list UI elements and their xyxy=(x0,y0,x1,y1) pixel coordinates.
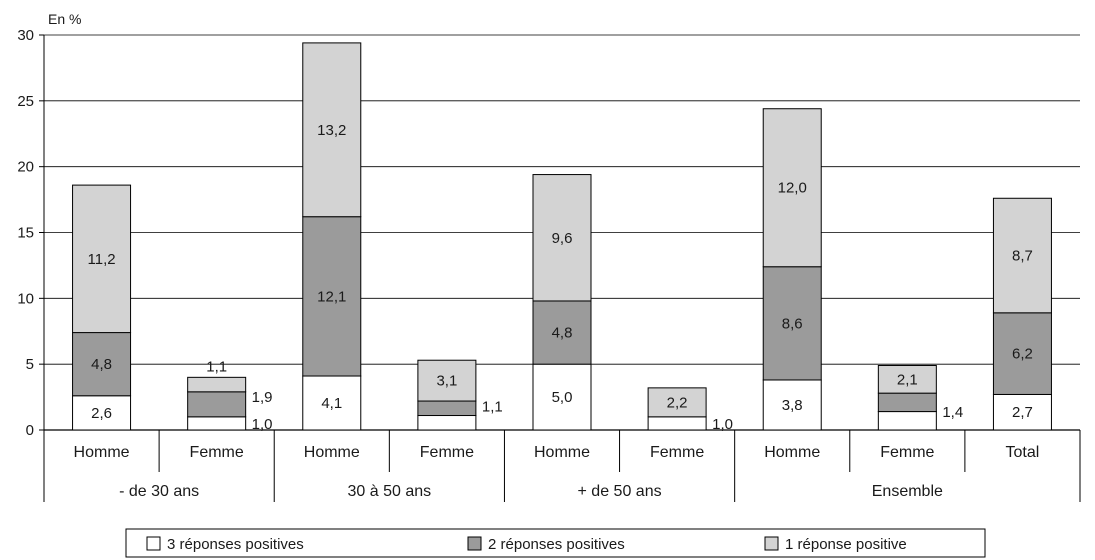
x-tick-label: Homme xyxy=(534,444,590,461)
bar-segment xyxy=(992,312,1052,395)
data-label: 1,1 xyxy=(482,399,503,416)
group-label: - de 30 ans xyxy=(119,483,199,500)
bar-segment xyxy=(302,216,362,377)
bar-segment xyxy=(72,332,132,397)
data-label: 4,1 xyxy=(321,395,342,412)
data-label: 2,6 xyxy=(91,405,112,422)
data-label: 8,6 xyxy=(782,315,803,332)
data-label: 2,7 xyxy=(1012,404,1033,421)
bars: 2,6 4,8 11,2 1,0 1,9 1,1 4,1 12,1 13,2 1,1 3,1 5,0 4… xyxy=(72,42,1052,433)
bar-segment xyxy=(877,364,937,394)
group-label: + de 50 ans xyxy=(578,483,662,500)
data-label: 8,7 xyxy=(1012,248,1033,265)
bar-segment xyxy=(992,393,1052,431)
data-label: 2,1 xyxy=(897,371,918,388)
bar-segment xyxy=(647,387,707,418)
x-axis: Homme Femme Homme Femme Homme Femme Homme Femme… xyxy=(43,430,1081,502)
legend-swatch xyxy=(467,536,482,551)
legend-swatch xyxy=(146,536,161,551)
legend-label: 3 réponses positives xyxy=(167,536,304,553)
legend-box xyxy=(125,528,986,558)
data-label: 1,9 xyxy=(252,389,273,406)
bar-segment xyxy=(187,416,247,431)
y-tick-label: 15 xyxy=(17,225,34,242)
data-label: 1,4 xyxy=(942,404,963,421)
data-label: 6,2 xyxy=(1012,346,1033,363)
x-tick-label: Homme xyxy=(304,444,360,461)
x-tick-label: Femme xyxy=(880,444,934,461)
group-label: Ensemble xyxy=(872,483,943,500)
bar-segment xyxy=(762,266,822,381)
x-tick-label: Homme xyxy=(764,444,820,461)
data-label: 3,8 xyxy=(782,397,803,414)
x-tick-label: Total xyxy=(1006,444,1040,461)
x-tick-label: Femme xyxy=(190,444,244,461)
bar-segment xyxy=(877,411,937,431)
y-tick-label: 30 xyxy=(17,27,34,44)
bar-segment xyxy=(302,42,362,218)
bar-segment xyxy=(72,395,132,431)
data-label: 1,0 xyxy=(712,416,733,433)
y-tick-label: 10 xyxy=(17,290,34,307)
bar-segment xyxy=(417,415,477,431)
bar-segment xyxy=(72,184,132,334)
data-label: 9,6 xyxy=(552,230,573,247)
bar-segment xyxy=(532,300,592,365)
data-label: 11,2 xyxy=(88,251,116,268)
x-tick-label: Femme xyxy=(650,444,704,461)
legend-swatch xyxy=(764,536,779,551)
legend-label: 1 réponse positive xyxy=(785,536,907,553)
data-label: 3,1 xyxy=(436,373,457,390)
data-label: 4,8 xyxy=(552,325,573,342)
x-tick-label: Femme xyxy=(420,444,474,461)
data-label: 2,2 xyxy=(667,394,688,411)
data-label: 4,8 xyxy=(91,356,112,373)
bar-segment xyxy=(532,174,592,302)
y-axis-label: En % xyxy=(48,11,81,27)
bar-segment xyxy=(762,379,822,431)
bar-segment xyxy=(647,416,707,431)
y-tick-label: 20 xyxy=(17,159,34,176)
y-tick-label: 5 xyxy=(26,356,34,373)
data-label: 1,0 xyxy=(252,416,273,433)
bar-segment xyxy=(417,400,477,417)
bar-segment xyxy=(532,363,592,431)
y-axis: 0 5 10 15 20 25 30 xyxy=(17,27,45,439)
bar-segment xyxy=(992,197,1052,314)
legend: 3 réponses positives 2 réponses positives… xyxy=(125,528,986,558)
data-label: 13,2 xyxy=(317,122,346,139)
bar-segment xyxy=(187,376,247,393)
bar-segment xyxy=(187,391,247,418)
y-tick-label: 0 xyxy=(26,422,34,439)
bar-segment xyxy=(417,359,477,402)
data-label: 5,0 xyxy=(552,389,573,406)
legend-label: 2 réponses positives xyxy=(488,536,625,553)
y-tick-label: 25 xyxy=(17,93,34,110)
bar-segment xyxy=(302,375,362,431)
data-label: 1,1 xyxy=(206,358,227,375)
data-label: 12,1 xyxy=(317,288,346,305)
bar-segment xyxy=(762,108,822,268)
data-label: 12,0 xyxy=(778,180,807,197)
x-tick-label: Homme xyxy=(74,444,130,461)
bar-segment xyxy=(877,392,937,413)
group-label: 30 à 50 ans xyxy=(348,483,432,500)
